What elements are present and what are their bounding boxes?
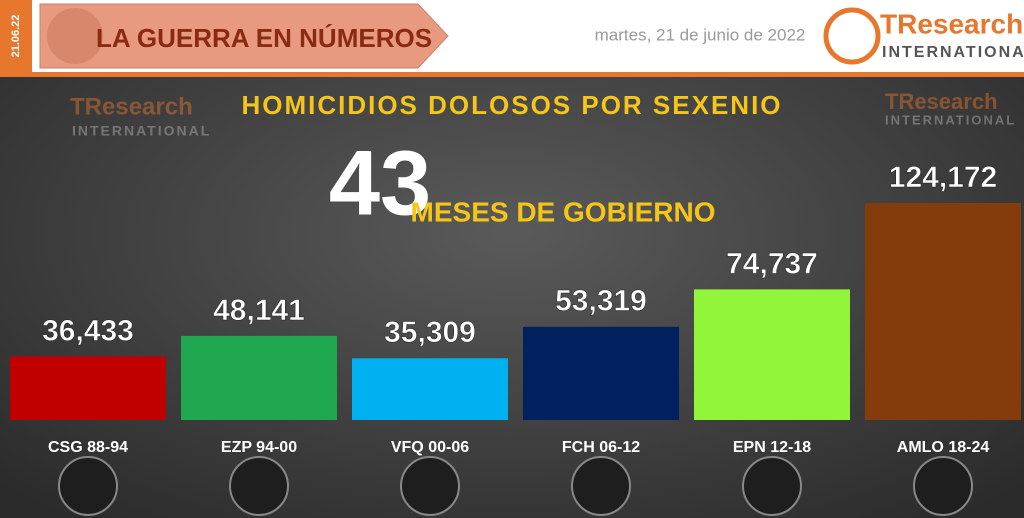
- logo-watermark-right: TResearch INTERNATIONAL: [885, 89, 1016, 128]
- logo-sub: INTERNATIONAL: [885, 112, 1016, 127]
- date: martes, 21 de junio de 2022: [595, 25, 806, 44]
- annotation-number: 43: [329, 132, 431, 234]
- header-rule: [0, 72, 1024, 77]
- bar: [181, 335, 337, 420]
- logo-header: TResearch INTERNATIONAL: [823, 7, 1024, 65]
- value-label: 74,737: [726, 247, 818, 280]
- date-tag: 21.06.22: [10, 15, 22, 58]
- value-label: 48,141: [213, 294, 305, 327]
- bar: [523, 326, 679, 420]
- category-label: CSG 88-94: [48, 439, 128, 456]
- logo-watermark-left: TResearch INTERNATIONAL: [70, 93, 211, 139]
- bar: [865, 203, 1021, 420]
- avatar: [229, 456, 289, 516]
- avatar: [400, 456, 460, 516]
- banner-icon: [47, 8, 103, 64]
- bar: [694, 289, 850, 420]
- chart-title: HOMICIDIOS DOLOSOS POR SEXENIO: [241, 90, 782, 120]
- annotation-text: MESES DE GOBIERNO: [411, 196, 716, 227]
- value-label: 124,172: [889, 161, 997, 194]
- value-label: 53,319: [555, 285, 647, 318]
- category-label: EPN 12-18: [733, 439, 811, 456]
- logo-name: TResearch: [885, 89, 998, 114]
- category-label: EZP 94-00: [221, 439, 297, 456]
- avatar: [913, 456, 973, 516]
- logo-ring: [823, 7, 881, 65]
- banner-title: LA GUERRA EN NÚMEROS: [96, 23, 432, 53]
- bar: [10, 356, 166, 420]
- date-tag-bg: [0, 0, 32, 72]
- value-label: 35,309: [384, 316, 476, 349]
- category-label: VFQ 00-06: [391, 439, 469, 456]
- category-label: AMLO 18-24: [897, 439, 990, 456]
- bar: [352, 358, 508, 420]
- avatar: [58, 456, 118, 516]
- avatar: [571, 456, 631, 516]
- logo-name: TResearch: [880, 8, 1023, 39]
- value-label: 36,433: [42, 314, 134, 347]
- logo-name: TResearch: [70, 93, 193, 120]
- avatar: [742, 456, 802, 516]
- logo-sub: INTERNATIONAL: [882, 44, 1024, 61]
- category-label: FCH 06-12: [562, 439, 640, 456]
- banner-shape: [39, 3, 449, 69]
- logo-sub: INTERNATIONAL: [72, 123, 211, 139]
